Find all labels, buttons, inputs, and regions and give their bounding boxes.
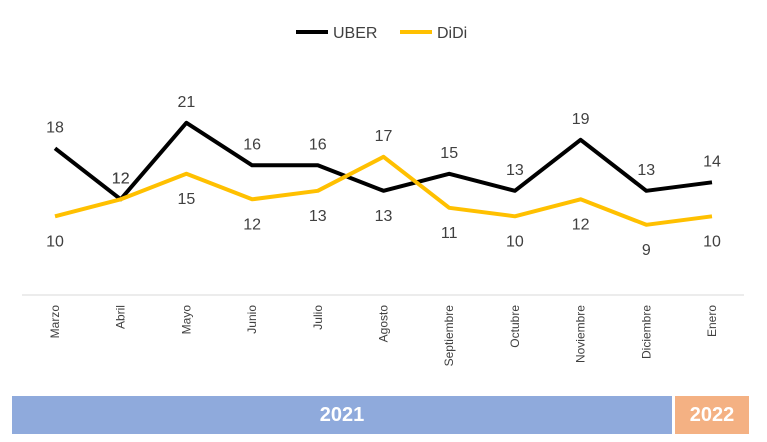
data-label-uber-abril: 12 [112,170,130,187]
data-label-didi-abril: 12 [112,170,130,187]
data-label-didi-mayo: 15 [178,191,196,208]
data-label-uber-noviembre: 19 [572,111,590,128]
data-label-didi-septiembre: 11 [441,225,458,242]
data-label-uber-octubre: 13 [506,162,524,179]
year-band-2021: 2021 [12,396,672,434]
data-label-uber-enero: 14 [703,153,721,170]
data-label-didi-agosto: 17 [375,128,393,145]
data-label-uber-diciembre: 13 [637,162,655,179]
x-tick-mayo: Mayo [179,305,193,335]
data-label-didi-octubre: 10 [506,233,524,250]
data-label-didi-julio: 13 [309,208,327,225]
x-tick-noviembre: Noviembre [574,305,588,363]
data-label-didi-junio: 12 [243,216,261,233]
legend: UBER DiDi [296,25,467,42]
legend-label-didi: DiDi [437,25,467,42]
line-chart: UBER DiDi 18 10 12 12 21 15 16 12 16 13 13 17 15 11 13… [22,25,744,367]
series-line-didi [54,154,713,227]
data-label-uber-agosto: 13 [375,208,393,225]
x-tick-enero: Enero [705,305,719,337]
data-label-uber-marzo: 18 [46,119,64,136]
data-label-uber-septiembre: 15 [440,145,458,162]
data-label-uber-julio: 16 [309,136,327,153]
data-label-uber-mayo: 21 [178,94,196,111]
year-band-2022: 2022 [675,396,749,434]
data-label-didi-enero: 10 [703,233,721,250]
x-tick-marzo: Marzo [48,305,62,339]
x-tick-septiembre: Septiembre [442,305,456,367]
x-tick-diciembre: Diciembre [639,305,653,359]
x-tick-junio: Junio [245,305,259,334]
series-line-uber [53,120,713,202]
data-label-didi-noviembre: 12 [572,216,590,233]
x-tick-julio: Julio [311,305,325,330]
data-label-didi-marzo: 10 [46,233,64,250]
x-tick-abril: Abril [114,305,128,329]
series-layer [53,120,713,227]
x-axis-tick-labels: Marzo Abril Mayo Junio Julio Agosto Septiembre… [48,305,719,367]
data-label-uber-junio: 16 [243,136,261,153]
x-tick-agosto: Agosto [377,305,391,343]
data-label-didi-diciembre: 9 [642,242,651,259]
legend-label-uber: UBER [333,25,377,42]
x-tick-octubre: Octubre [508,305,522,348]
